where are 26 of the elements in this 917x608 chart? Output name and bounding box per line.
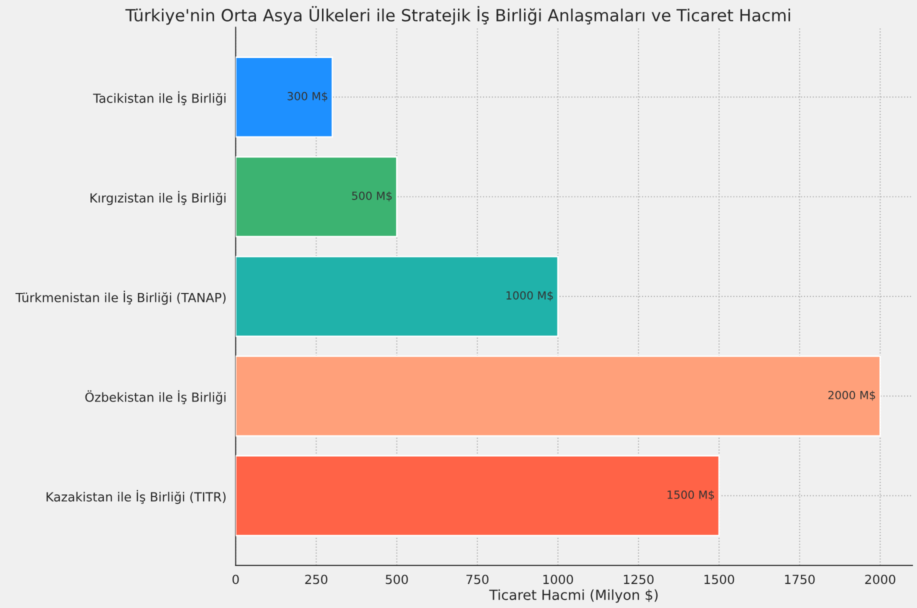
x-tick-label: 500 — [386, 574, 408, 584]
x-tick-label: 0 — [232, 574, 239, 584]
chart-title: Türkiye'nin Orta Asya Ülkeleri ile Stratejik İş Birliği Anlaşmaları ve Ticaret Hacmi — [125, 6, 790, 25]
data-label: 500 M$ — [352, 191, 392, 202]
bar — [236, 56, 334, 138]
data-label: 1000 M$ — [506, 291, 553, 302]
x-tick-label: 2000 — [865, 574, 896, 584]
bar — [236, 256, 559, 337]
x-tick-label: 750 — [466, 574, 488, 584]
y-tick-label: Kazakistan ile İş Birliği (TITR) — [46, 490, 226, 504]
bar — [236, 455, 720, 536]
y-tick-label: Türkmenistan ile İş Birliği (TANAP) — [15, 290, 226, 305]
y-tick-label: Özbekistan ile İş Birliği — [85, 390, 226, 404]
data-label: 300 M$ — [288, 92, 328, 102]
y-tick-label: Tacikistan ile İş Birliği — [93, 91, 226, 106]
x-tick-label: 1500 — [704, 574, 734, 584]
bar — [236, 156, 398, 238]
y-tick-label: Kırgızistan ile İş Birliği — [90, 191, 226, 206]
x-axis-title: Ticaret Hacmi (Milyon $) — [489, 589, 658, 603]
data-label: 1500 M$ — [668, 490, 714, 500]
data-label: 2000 M$ — [828, 390, 876, 401]
x-tick-label: 1750 — [785, 574, 815, 584]
x-tick-label: 1250 — [624, 574, 654, 584]
x-tick-label: 250 — [305, 574, 328, 584]
x-tick-label: 1000 — [543, 574, 574, 584]
bar — [236, 355, 881, 437]
